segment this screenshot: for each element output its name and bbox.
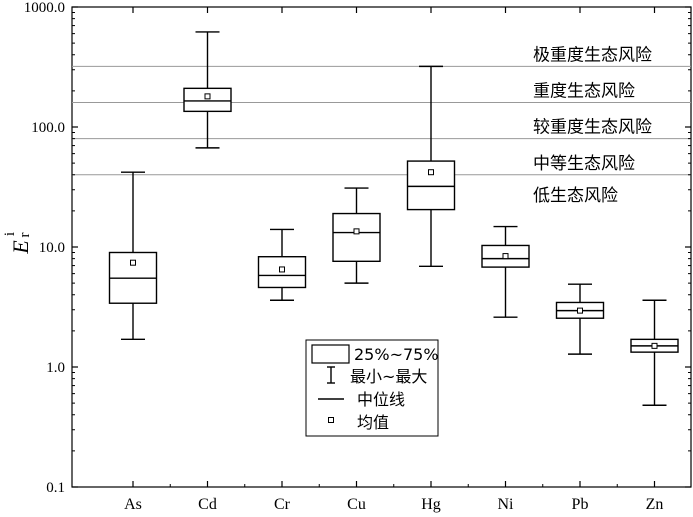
risk-label-3: 中等生态风险 xyxy=(533,154,635,174)
box-Cd xyxy=(183,31,232,149)
box-Pb xyxy=(555,283,605,355)
legend: 25%~75% 最小~最大 中位线 均值 xyxy=(305,339,439,437)
mean-marker xyxy=(577,307,583,314)
legend-whisker-swatch xyxy=(327,366,335,384)
mean-marker xyxy=(204,93,211,100)
risk-label-low: 低生态风险 xyxy=(533,186,618,206)
y-axis-label-sup: i xyxy=(2,232,18,236)
box-As xyxy=(108,171,158,341)
legend-box-swatch xyxy=(311,344,350,364)
legend-mean-label: 均值 xyxy=(357,413,389,432)
x-tick-label-Cr: Cr xyxy=(274,496,291,513)
legend-box-label: 25%~75% xyxy=(354,345,439,364)
mean-marker xyxy=(651,342,658,349)
y-axis-label-main: E xyxy=(8,240,33,255)
iqr-box xyxy=(257,256,307,289)
y-tick-label: 0.1 xyxy=(46,480,65,496)
risk-label-0: 极重度生态风险 xyxy=(533,45,652,65)
x-axis: As Cd Cr Cu Hg Ni Pb Zn xyxy=(124,7,663,513)
mean-marker xyxy=(279,266,285,273)
y-tick-label: 1.0 xyxy=(46,360,65,376)
x-tick-label-Pb: Pb xyxy=(572,496,589,513)
x-tick-label-Cd: Cd xyxy=(198,496,217,513)
mean-marker xyxy=(130,259,136,266)
iqr-box xyxy=(183,87,232,113)
box-Ni xyxy=(481,225,530,318)
mean-marker xyxy=(502,253,509,260)
iqr-box xyxy=(406,160,456,211)
box-Cr xyxy=(257,228,307,301)
legend-mean-swatch xyxy=(328,417,334,423)
y-tick-label: 100.0 xyxy=(31,120,65,136)
mean-marker xyxy=(353,228,360,235)
risk-label-1: 重度生态风险 xyxy=(533,82,635,102)
x-tick-label-Hg: Hg xyxy=(421,496,441,513)
y-axis: 0.1 1.0 10.0 100.0 1000.0 xyxy=(24,0,691,496)
mean-marker xyxy=(428,169,434,176)
boxes-group xyxy=(108,31,679,406)
box-Cu xyxy=(332,187,381,284)
legend-median-label: 中位线 xyxy=(357,390,405,409)
y-axis-label-sub: r xyxy=(17,233,33,238)
y-tick-label: 10.0 xyxy=(39,240,65,256)
box-Zn xyxy=(630,299,679,406)
iqr-box xyxy=(332,212,381,263)
y-tick-label: 1000.0 xyxy=(24,0,65,16)
box-Hg xyxy=(406,65,456,268)
legend-whisker-label: 最小~最大 xyxy=(350,367,427,386)
x-tick-label-Ni: Ni xyxy=(498,496,515,513)
x-tick-label-Cu: Cu xyxy=(347,496,366,513)
y-axis-label: E r i xyxy=(2,232,33,255)
x-tick-label-As: As xyxy=(124,496,142,513)
x-tick-label-Zn: Zn xyxy=(646,496,664,513)
risk-label-2: 较重度生态风险 xyxy=(533,118,652,138)
